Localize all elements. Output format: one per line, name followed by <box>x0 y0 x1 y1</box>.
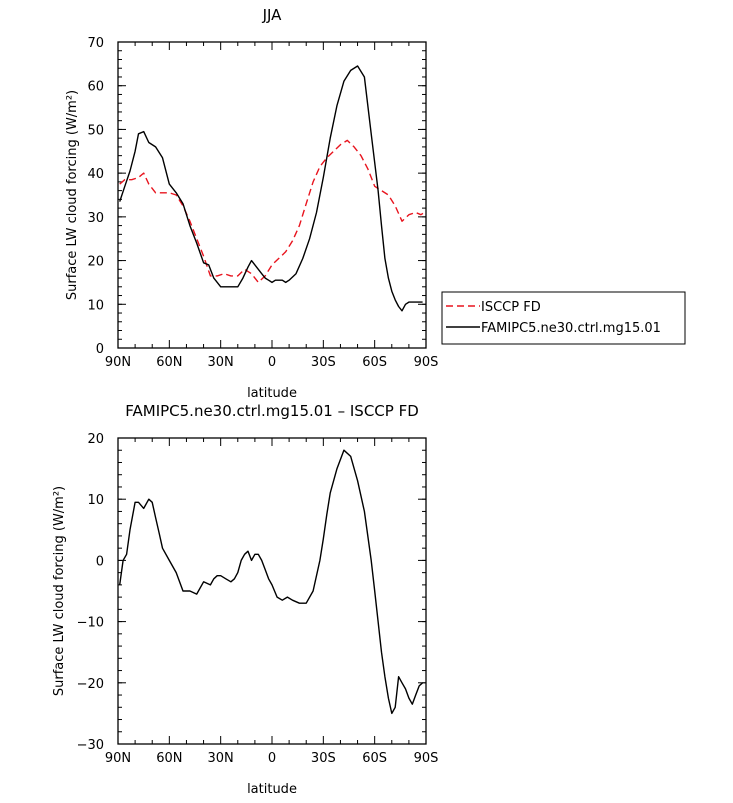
top-x-tick-label: 60N <box>156 355 182 370</box>
top-y-tick-label: 60 <box>87 80 104 95</box>
legend-box <box>441 291 686 345</box>
bottom-y-tick-label: 20 <box>87 432 104 447</box>
bottom-y-tick-label: 0 <box>96 554 104 569</box>
legend-label-isccp-fd: ISCCP FD <box>481 300 541 315</box>
top-y-tick-label: 70 <box>87 36 104 51</box>
top-y-tick-label: 20 <box>87 255 104 270</box>
bottom-x-tick-label: 90N <box>105 751 131 766</box>
bottom-y-tick-label: −30 <box>77 738 104 753</box>
top-panel-y-axis-label: Surface LW cloud forcing (W/m²) <box>65 90 80 300</box>
top-x-tick-label: 60S <box>362 355 387 370</box>
top-panel-x-axis-label: latitude <box>247 386 297 401</box>
top-x-tick-label: 90S <box>414 355 439 370</box>
legend-label-famipc5: FAMIPC5.ne30.ctrl.mg15.01 <box>481 321 661 336</box>
top-x-tick-label: 30S <box>311 355 336 370</box>
top-y-tick-label: 50 <box>87 123 104 138</box>
top-panel-ticks: 90N 60N 30N 0 30S 60S 90S 0 10 20 30 40 50 60 70 <box>87 36 438 370</box>
bottom-x-tick-label: 60N <box>156 751 182 766</box>
bottom-panel: FAMIPC5.ne30.ctrl.mg15.01 – ISCCP FD Sur… <box>52 402 438 797</box>
top-y-tick-label: 40 <box>87 167 104 182</box>
bottom-panel-y-axis-label: Surface LW cloud forcing (W/m²) <box>52 486 67 696</box>
top-y-tick-label: 30 <box>87 211 104 226</box>
bottom-panel-title: FAMIPC5.ne30.ctrl.mg15.01 – ISCCP FD <box>125 402 419 420</box>
bottom-panel-ticks: 90N 60N 30N 0 30S 60S 90S −30 −20 −10 0 10 20 <box>77 432 439 766</box>
bottom-x-tick-label: 30N <box>208 751 234 766</box>
bottom-x-tick-label: 60S <box>362 751 387 766</box>
legend: ISCCP FD FAMIPC5.ne30.ctrl.mg15.01 <box>441 291 686 345</box>
top-panel-lines <box>119 65 425 312</box>
top-y-tick-label: 0 <box>96 342 104 357</box>
bottom-x-tick-label: 30S <box>311 751 336 766</box>
bottom-x-tick-label: 90S <box>414 751 439 766</box>
bottom-panel-frame <box>117 437 427 745</box>
top-x-tick-label: 30N <box>208 355 234 370</box>
top-x-tick-label: 90N <box>105 355 131 370</box>
bottom-panel-x-axis-label: latitude <box>247 782 297 797</box>
bottom-series-line-0 <box>119 449 424 715</box>
top-series-line-0 <box>119 139 425 284</box>
bottom-y-tick-label: −20 <box>77 677 104 692</box>
bottom-x-tick-label: 0 <box>268 751 276 766</box>
top-panel-frame <box>117 41 427 349</box>
top-x-tick-label: 0 <box>268 355 276 370</box>
top-panel: JJA Surface LW cloud forcing (W/m²) lati… <box>65 6 438 401</box>
top-series-line-1 <box>119 65 423 312</box>
top-panel-title: JJA <box>262 6 283 24</box>
top-y-tick-label: 10 <box>87 298 104 313</box>
bottom-y-tick-label: −10 <box>77 616 104 631</box>
bottom-y-tick-label: 10 <box>87 493 104 508</box>
bottom-panel-lines <box>119 449 424 715</box>
